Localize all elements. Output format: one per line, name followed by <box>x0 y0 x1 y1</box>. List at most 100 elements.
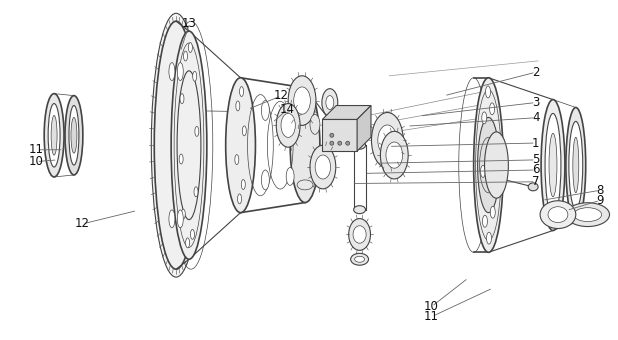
Ellipse shape <box>154 21 198 269</box>
Ellipse shape <box>541 100 565 231</box>
Ellipse shape <box>574 208 601 222</box>
Ellipse shape <box>285 113 295 132</box>
Text: 7: 7 <box>532 175 540 188</box>
Ellipse shape <box>349 219 371 250</box>
Ellipse shape <box>276 104 300 147</box>
Text: 4: 4 <box>532 111 540 124</box>
Ellipse shape <box>169 63 175 81</box>
Ellipse shape <box>177 210 184 228</box>
Ellipse shape <box>51 116 57 155</box>
Ellipse shape <box>486 232 491 244</box>
Polygon shape <box>323 105 371 119</box>
Ellipse shape <box>44 94 64 177</box>
Ellipse shape <box>69 105 79 165</box>
Ellipse shape <box>181 209 185 219</box>
Ellipse shape <box>184 51 187 61</box>
Ellipse shape <box>48 104 60 167</box>
Ellipse shape <box>310 145 336 189</box>
Circle shape <box>345 141 350 145</box>
Ellipse shape <box>483 215 488 227</box>
Ellipse shape <box>491 153 496 165</box>
Ellipse shape <box>482 112 487 124</box>
Ellipse shape <box>353 141 365 149</box>
Ellipse shape <box>193 71 197 81</box>
Ellipse shape <box>236 101 240 111</box>
Ellipse shape <box>381 131 408 179</box>
Text: 13: 13 <box>182 17 197 30</box>
Ellipse shape <box>353 206 365 214</box>
Text: 8: 8 <box>596 184 604 197</box>
Ellipse shape <box>235 155 239 165</box>
Ellipse shape <box>473 78 504 252</box>
Ellipse shape <box>195 126 199 136</box>
Ellipse shape <box>548 207 568 223</box>
Ellipse shape <box>350 253 368 265</box>
Text: 1: 1 <box>532 137 540 150</box>
Ellipse shape <box>281 113 295 137</box>
Ellipse shape <box>566 203 609 226</box>
Ellipse shape <box>315 155 331 179</box>
Ellipse shape <box>169 210 175 228</box>
Ellipse shape <box>179 154 183 164</box>
Ellipse shape <box>226 78 255 212</box>
Circle shape <box>338 141 342 145</box>
Bar <box>323 119 357 151</box>
Text: 11: 11 <box>424 310 439 323</box>
Ellipse shape <box>355 256 365 262</box>
Ellipse shape <box>322 89 338 116</box>
Ellipse shape <box>180 94 184 104</box>
Ellipse shape <box>566 107 586 223</box>
Ellipse shape <box>177 63 184 81</box>
Text: 6: 6 <box>532 164 540 176</box>
Ellipse shape <box>485 132 509 198</box>
Ellipse shape <box>569 121 583 209</box>
Ellipse shape <box>386 142 403 168</box>
Ellipse shape <box>171 31 207 259</box>
Text: 12: 12 <box>75 218 90 231</box>
Ellipse shape <box>371 113 403 168</box>
Text: 14: 14 <box>280 103 295 116</box>
Ellipse shape <box>490 206 495 218</box>
Ellipse shape <box>190 230 195 239</box>
Ellipse shape <box>241 180 245 189</box>
Ellipse shape <box>528 183 538 191</box>
Ellipse shape <box>261 170 269 190</box>
Ellipse shape <box>540 201 576 228</box>
Text: 12: 12 <box>274 89 289 102</box>
Text: 10: 10 <box>424 300 439 313</box>
Ellipse shape <box>286 105 294 123</box>
Ellipse shape <box>237 194 242 204</box>
Ellipse shape <box>185 238 190 248</box>
Ellipse shape <box>545 114 561 217</box>
Ellipse shape <box>151 13 201 277</box>
Ellipse shape <box>288 76 316 125</box>
Ellipse shape <box>573 137 579 193</box>
Ellipse shape <box>261 101 269 120</box>
Ellipse shape <box>353 226 366 243</box>
Ellipse shape <box>286 168 294 185</box>
Ellipse shape <box>481 166 486 177</box>
Text: 9: 9 <box>596 194 604 207</box>
Ellipse shape <box>194 187 198 197</box>
Ellipse shape <box>290 88 320 203</box>
Ellipse shape <box>242 126 247 136</box>
Circle shape <box>330 133 334 137</box>
Ellipse shape <box>478 117 499 212</box>
Ellipse shape <box>71 117 77 153</box>
Ellipse shape <box>489 103 494 115</box>
Text: 10: 10 <box>29 155 44 168</box>
Ellipse shape <box>297 180 313 190</box>
Ellipse shape <box>310 115 320 134</box>
Text: 11: 11 <box>28 143 44 156</box>
Text: 5: 5 <box>532 153 540 166</box>
Ellipse shape <box>486 86 491 98</box>
Ellipse shape <box>378 125 397 155</box>
Ellipse shape <box>240 87 243 97</box>
Ellipse shape <box>326 96 334 109</box>
Polygon shape <box>357 105 371 151</box>
Ellipse shape <box>549 133 557 197</box>
Ellipse shape <box>294 87 310 114</box>
Ellipse shape <box>65 96 83 175</box>
Ellipse shape <box>188 42 192 52</box>
Circle shape <box>330 141 334 145</box>
